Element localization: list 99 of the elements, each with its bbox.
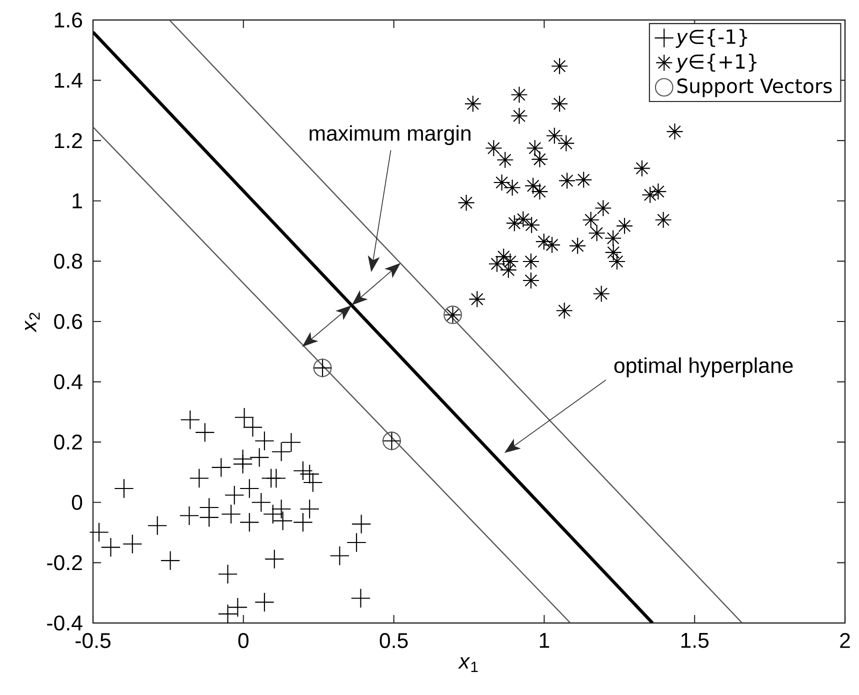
point <box>502 252 519 270</box>
x-axis-title: x$_{1}$ <box>458 657 478 672</box>
point <box>551 58 568 75</box>
point <box>575 171 592 188</box>
point <box>510 86 528 104</box>
point <box>224 485 244 506</box>
x-tick-label: 0 <box>238 633 248 648</box>
legend-label: y∈{-1} <box>676 28 748 48</box>
point <box>300 499 320 519</box>
point <box>180 410 200 430</box>
point <box>232 454 253 474</box>
point <box>522 252 540 270</box>
point <box>531 150 548 168</box>
point <box>493 174 510 192</box>
point <box>551 95 568 112</box>
point <box>523 216 540 234</box>
y-tick-label: -0.2 <box>47 555 82 570</box>
point <box>240 512 260 532</box>
annotation: optimal hyperplane <box>614 357 793 378</box>
point <box>240 478 260 498</box>
y-tick-label: 0.8 <box>54 254 82 269</box>
point <box>650 183 667 200</box>
point <box>300 464 320 484</box>
point <box>582 211 600 228</box>
point <box>464 95 482 112</box>
point <box>251 492 272 512</box>
point <box>195 422 215 442</box>
point <box>100 537 121 558</box>
y-tick-label: 0.6 <box>54 314 82 330</box>
x-tick-label: 1.5 <box>681 633 709 648</box>
y-tick-label: 0.4 <box>54 374 82 390</box>
point <box>122 534 142 554</box>
legend-label: y∈{+1} <box>676 54 756 73</box>
point <box>608 252 626 270</box>
point <box>330 546 350 566</box>
point <box>558 172 576 190</box>
point <box>496 151 514 168</box>
point <box>592 285 610 302</box>
point <box>350 588 371 608</box>
x-tick-label: 2 <box>840 633 850 648</box>
point <box>616 217 634 234</box>
point <box>654 211 672 228</box>
y-tick-label: 1 <box>72 194 82 208</box>
point <box>543 236 561 254</box>
annotation: maximum margin <box>310 125 470 146</box>
point <box>514 210 532 228</box>
point <box>189 468 210 488</box>
point <box>506 214 523 232</box>
y-axis-title: x$_{2}$ <box>24 312 40 332</box>
point <box>254 431 274 451</box>
point <box>468 290 486 308</box>
x-tick-label: 1 <box>540 633 550 648</box>
point <box>510 107 528 124</box>
point <box>504 179 521 196</box>
point <box>524 177 542 194</box>
point <box>666 123 684 140</box>
y-tick-label: 1.4 <box>54 72 82 88</box>
point <box>485 140 502 157</box>
point <box>218 604 238 624</box>
point <box>556 302 573 320</box>
point <box>228 597 248 618</box>
point <box>199 508 219 528</box>
x-tick-label: 0.5 <box>380 633 408 648</box>
y-tick-label: 1.2 <box>54 133 82 148</box>
point <box>535 233 552 250</box>
point <box>346 532 366 552</box>
point <box>594 200 612 217</box>
point <box>114 478 134 498</box>
point <box>249 448 270 468</box>
y-tick-label: 0.2 <box>54 434 82 450</box>
point <box>458 194 475 212</box>
point <box>351 514 372 534</box>
point <box>264 549 284 569</box>
point <box>633 160 650 177</box>
point <box>266 468 286 488</box>
point <box>522 272 540 290</box>
point <box>179 506 200 526</box>
point <box>148 516 168 536</box>
point <box>89 522 109 542</box>
point <box>271 442 292 462</box>
legend-label: Support Vectors <box>677 78 832 98</box>
point <box>495 248 512 266</box>
x-tick-label: -0.5 <box>76 633 110 648</box>
point <box>160 550 180 570</box>
point <box>642 186 659 204</box>
point <box>531 183 548 200</box>
point <box>271 499 292 519</box>
y-tick-label: -0.4 <box>47 615 82 631</box>
point <box>281 432 302 452</box>
point <box>526 140 544 157</box>
y-tick-label: 0 <box>72 494 82 510</box>
y-tick-label: 1.6 <box>54 12 82 28</box>
point <box>211 458 232 478</box>
point <box>218 564 238 584</box>
point <box>221 504 241 524</box>
point <box>569 237 586 254</box>
point <box>604 244 622 261</box>
point <box>254 592 274 612</box>
point <box>293 512 313 532</box>
